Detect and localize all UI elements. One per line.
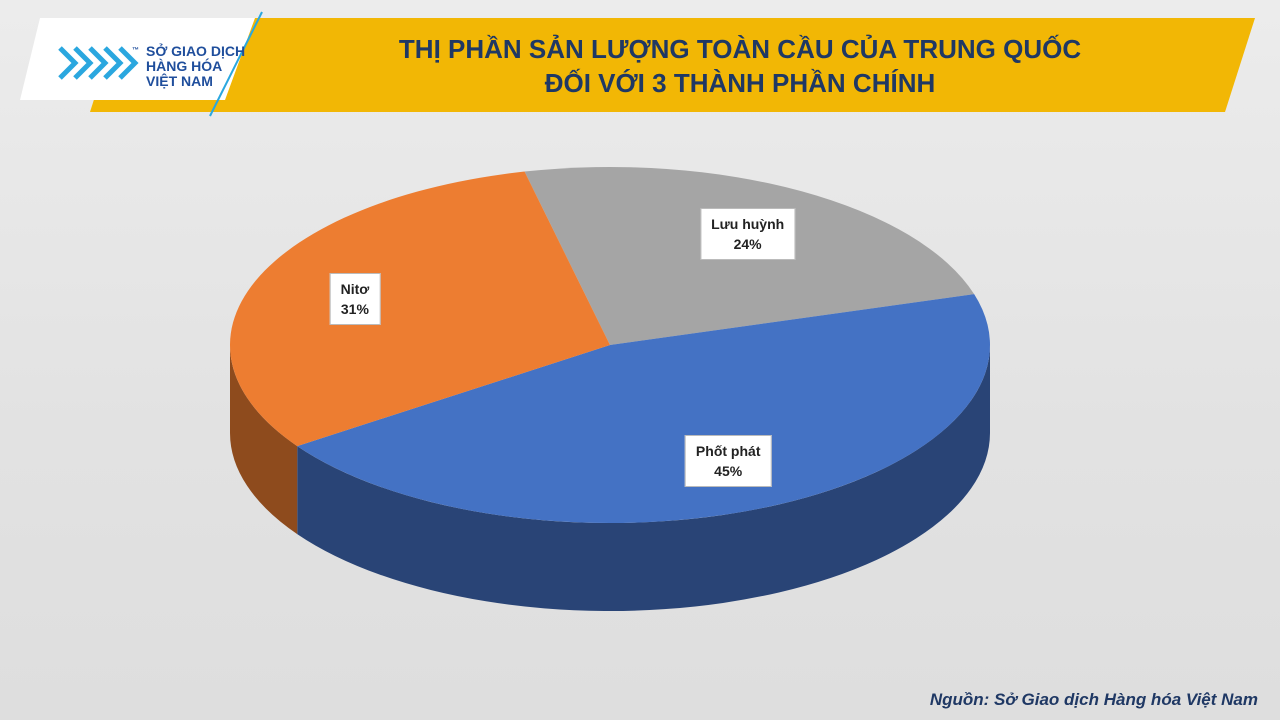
label-category: Lưu huỳnh (711, 216, 785, 233)
logo-panel (20, 18, 255, 100)
data-label: Lưu huỳnh 24% (700, 208, 796, 261)
pie-slice (230, 171, 610, 447)
label-value: 45% (714, 462, 743, 479)
logo-text: HÀNG HÓA (146, 58, 223, 74)
label-category: Nitơ (340, 280, 370, 297)
label-value: 31% (340, 300, 369, 317)
logo-icon (58, 46, 139, 80)
pie-slice (297, 294, 991, 524)
slice-side (297, 345, 990, 611)
source-note: Nguồn: Sở Giao dịch Hàng hóa Việt Nam (929, 690, 1258, 709)
logo-text: SỞ GIAO DỊCH (146, 43, 246, 59)
label-value: 24% (733, 236, 762, 253)
chart-title: THỊ PHẦN SẢN LƯỢNG TOÀN CẦU CỦA TRUNG QU… (398, 34, 1082, 98)
slice-side (230, 345, 298, 535)
logo-text: VIỆT NAM (146, 73, 213, 89)
data-label: Phốt phát 45% (684, 434, 772, 487)
logo-stripe (209, 11, 263, 117)
label-category: Phốt phát (695, 442, 761, 459)
logo-trademark: ™ (132, 47, 139, 54)
title-banner (90, 18, 1255, 112)
data-label: Nitơ 31% (329, 272, 381, 325)
